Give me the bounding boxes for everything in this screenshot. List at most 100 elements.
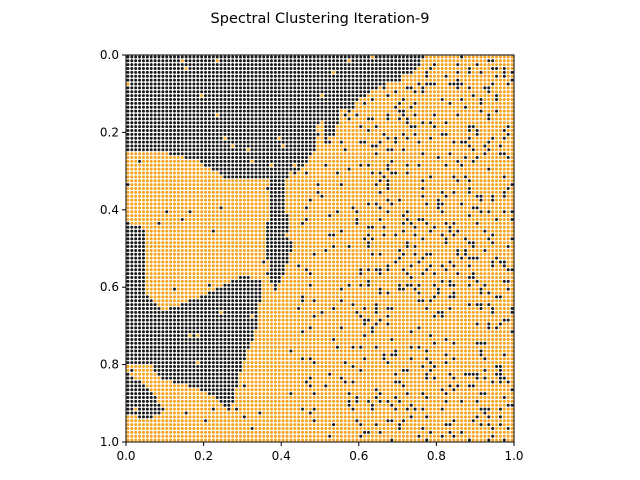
scatter-point xyxy=(258,144,262,148)
scatter-point xyxy=(355,121,359,125)
scatter-point xyxy=(141,214,145,218)
scatter-point xyxy=(370,55,374,59)
scatter-point xyxy=(432,198,436,202)
scatter-point xyxy=(467,144,471,148)
scatter-point xyxy=(386,125,390,129)
scatter-point xyxy=(487,144,491,148)
scatter-point xyxy=(401,233,405,237)
scatter-point xyxy=(425,206,429,210)
scatter-point xyxy=(188,159,192,163)
scatter-point xyxy=(475,113,479,117)
scatter-point xyxy=(324,237,328,241)
scatter-point xyxy=(200,136,204,140)
scatter-point xyxy=(475,194,479,198)
scatter-point xyxy=(382,82,386,86)
scatter-point xyxy=(328,202,332,206)
scatter-point xyxy=(456,78,460,82)
scatter-point xyxy=(301,206,305,210)
scatter-point xyxy=(196,210,200,214)
scatter-point xyxy=(277,175,281,179)
scatter-point xyxy=(176,167,180,171)
scatter-point xyxy=(475,140,479,144)
scatter-point xyxy=(301,82,305,86)
scatter-point xyxy=(242,136,246,140)
scatter-point xyxy=(308,140,312,144)
scatter-point xyxy=(289,117,293,121)
scatter-point xyxy=(273,217,277,221)
scatter-point xyxy=(250,74,254,78)
scatter-point xyxy=(487,233,491,237)
scatter-point xyxy=(262,55,266,59)
scatter-point xyxy=(277,183,281,187)
scatter-point xyxy=(413,183,417,187)
scatter-point xyxy=(289,225,293,229)
scatter-point xyxy=(153,59,157,63)
scatter-point xyxy=(498,136,502,140)
scatter-point xyxy=(467,187,471,191)
scatter-point xyxy=(235,67,239,71)
scatter-point xyxy=(495,183,499,187)
scatter-point xyxy=(285,152,289,156)
scatter-point xyxy=(386,82,390,86)
scatter-point xyxy=(483,233,487,237)
scatter-point xyxy=(161,183,165,187)
scatter-point xyxy=(347,78,351,82)
scatter-point xyxy=(231,136,235,140)
scatter-point xyxy=(231,194,235,198)
scatter-point xyxy=(409,55,413,59)
scatter-point xyxy=(184,202,188,206)
scatter-point xyxy=(180,233,184,237)
scatter-point xyxy=(324,90,328,94)
scatter-point xyxy=(409,163,413,167)
scatter-point xyxy=(192,59,196,63)
scatter-point xyxy=(246,237,250,241)
scatter-point xyxy=(409,113,413,117)
scatter-point xyxy=(405,175,409,179)
scatter-point xyxy=(161,206,165,210)
scatter-point xyxy=(258,136,262,140)
scatter-point xyxy=(293,94,297,98)
scatter-point xyxy=(378,187,382,191)
scatter-point xyxy=(176,121,180,125)
scatter-point xyxy=(312,136,316,140)
scatter-point xyxy=(328,159,332,163)
scatter-point xyxy=(328,214,332,218)
scatter-point xyxy=(134,190,138,194)
scatter-point xyxy=(223,171,227,175)
scatter-point xyxy=(126,86,130,90)
scatter-point xyxy=(332,144,336,148)
scatter-point xyxy=(231,148,235,152)
scatter-point xyxy=(409,128,413,132)
scatter-point xyxy=(409,132,413,136)
scatter-point xyxy=(401,136,405,140)
scatter-point xyxy=(456,132,460,136)
scatter-point xyxy=(339,156,343,160)
scatter-point xyxy=(495,128,499,132)
scatter-point xyxy=(487,183,491,187)
scatter-point xyxy=(498,128,502,132)
scatter-point xyxy=(460,198,464,202)
scatter-point xyxy=(273,136,277,140)
scatter-point xyxy=(339,241,343,245)
scatter-point xyxy=(320,101,324,105)
scatter-point xyxy=(200,190,204,194)
scatter-point xyxy=(498,125,502,129)
scatter-point xyxy=(293,179,297,183)
scatter-point xyxy=(258,190,262,194)
scatter-point xyxy=(289,86,293,90)
scatter-point xyxy=(273,214,277,218)
scatter-point xyxy=(495,67,499,71)
scatter-point xyxy=(219,221,223,225)
scatter-point xyxy=(370,167,374,171)
scatter-point xyxy=(448,159,452,163)
scatter-point xyxy=(425,190,429,194)
scatter-point xyxy=(491,156,495,160)
scatter-point xyxy=(460,225,464,229)
scatter-point xyxy=(130,167,134,171)
scatter-point xyxy=(467,245,471,249)
scatter-point xyxy=(192,94,196,98)
scatter-point xyxy=(246,167,250,171)
scatter-point xyxy=(491,86,495,90)
scatter-point xyxy=(359,229,363,233)
scatter-point xyxy=(417,55,421,59)
